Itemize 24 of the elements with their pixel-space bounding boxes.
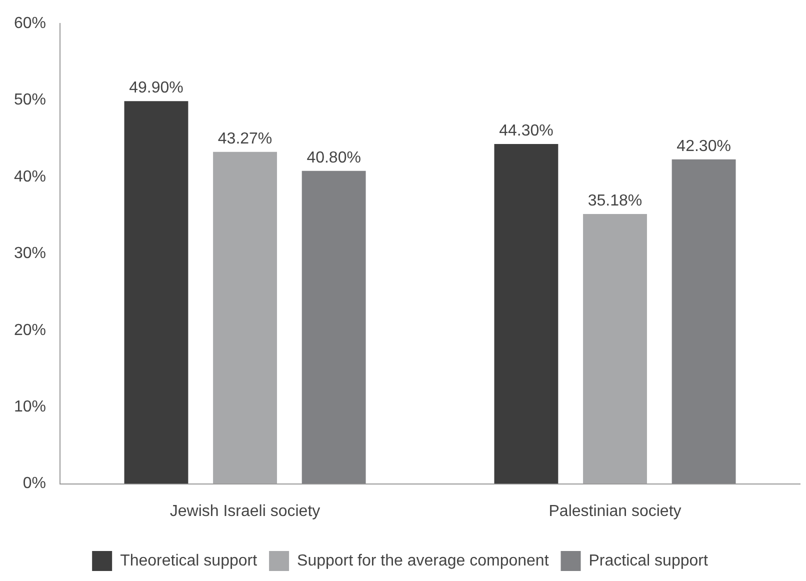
data-label: 42.30% bbox=[676, 138, 731, 155]
data-label: 35.18% bbox=[588, 192, 642, 210]
data-label: 40.80% bbox=[306, 149, 361, 166]
bar bbox=[583, 214, 647, 484]
legend-label: Support for the average component bbox=[297, 552, 550, 570]
y-tick-label: 0% bbox=[22, 475, 46, 492]
bar bbox=[672, 159, 736, 484]
y-tick-label: 20% bbox=[14, 322, 46, 339]
legend-label: Practical support bbox=[588, 552, 708, 570]
bar bbox=[213, 152, 277, 484]
y-tick-label: 30% bbox=[14, 245, 46, 262]
data-label: 49.90% bbox=[129, 79, 184, 96]
data-label: 44.30% bbox=[499, 122, 554, 140]
legend-label: Theoretical support bbox=[120, 552, 258, 570]
bar bbox=[302, 170, 366, 484]
y-tick-label: 60% bbox=[14, 15, 46, 32]
x-tick-label: Jewish Israeli society bbox=[170, 502, 320, 520]
y-tick-label: 40% bbox=[14, 168, 46, 186]
x-tick-label: Palestinian society bbox=[548, 502, 682, 520]
data-label: 43.27% bbox=[218, 130, 272, 148]
bar bbox=[124, 101, 188, 484]
y-tick-label: 10% bbox=[14, 398, 46, 416]
y-tick-label: 50% bbox=[14, 92, 46, 109]
bar bbox=[494, 144, 558, 484]
